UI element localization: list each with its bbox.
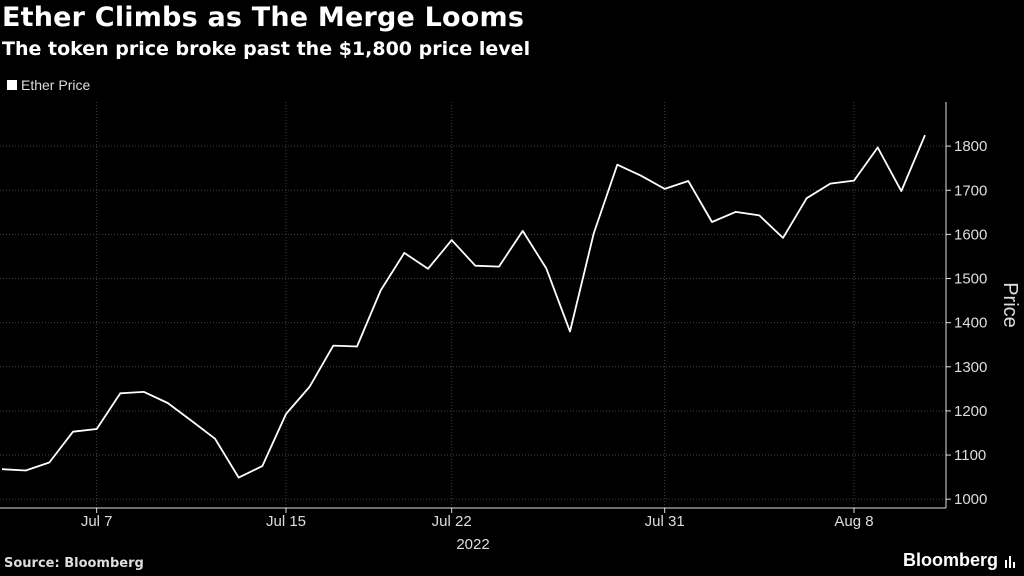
series-layer bbox=[1, 134, 926, 479]
y-tick-label: 1500 bbox=[954, 271, 987, 288]
y-tick-label: 1000 bbox=[954, 491, 987, 508]
source-note: Source: Bloomberg bbox=[4, 556, 144, 571]
y-tick-label: 1400 bbox=[954, 315, 987, 332]
chart-subtitle: The token price broke past the $1,800 pr… bbox=[2, 38, 531, 60]
bloomberg-terminal-icon bbox=[1005, 556, 1015, 568]
axes bbox=[0, 102, 951, 513]
x-axis-title: 2022 bbox=[456, 536, 489, 553]
tick-labels: 1000 1100 1200 1300 1400 1500 1600 1700 1800 Jul … bbox=[81, 138, 1021, 553]
x-tick-label: Jul 22 bbox=[432, 513, 472, 530]
x-tick-label: Jul 7 bbox=[81, 513, 113, 530]
legend-label: Ether Price bbox=[21, 77, 91, 93]
grid bbox=[0, 102, 946, 508]
chart-title: Ether Climbs as The Merge Looms bbox=[2, 2, 525, 33]
y-tick-label: 1100 bbox=[954, 447, 986, 464]
y-axis-title: Price bbox=[999, 282, 1021, 328]
x-tick-label: Jul 15 bbox=[266, 513, 306, 530]
legend-swatch bbox=[7, 80, 17, 90]
brand-logo: Bloomberg bbox=[902, 550, 998, 570]
x-tick-label: Aug 8 bbox=[834, 513, 873, 530]
y-tick-label: 1600 bbox=[954, 226, 987, 243]
y-tick-label: 1700 bbox=[954, 182, 987, 199]
x-tick-label: Jul 31 bbox=[645, 513, 685, 530]
y-tick-label: 1300 bbox=[954, 359, 987, 376]
legend: Ether Price bbox=[7, 77, 90, 93]
series-line-ether-price bbox=[1, 134, 926, 479]
y-tick-label: 1800 bbox=[954, 138, 987, 155]
y-tick-label: 1200 bbox=[954, 403, 987, 420]
